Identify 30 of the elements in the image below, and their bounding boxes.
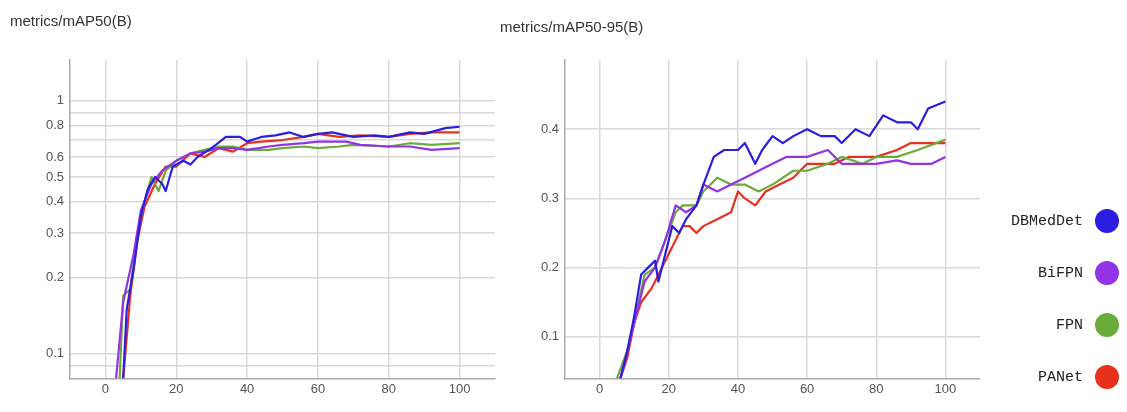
chart-title: metrics/mAP50-95(B) <box>500 18 644 35</box>
legend-label: DBMedDet <box>1010 212 1083 230</box>
y-tick-label: 1 <box>56 92 65 108</box>
y-tick-label: 0.3 <box>540 190 560 206</box>
y-tick-label: 0.3 <box>45 224 65 240</box>
y-tick-label: 0.4 <box>45 193 65 209</box>
y-tick-label: 0.8 <box>45 116 65 132</box>
x-tick-label: 40 <box>239 380 255 396</box>
y-tick-label: 0.4 <box>540 120 560 136</box>
y-tick-label: 0.5 <box>45 168 65 184</box>
legend-label: PANet <box>1037 368 1083 386</box>
y-tick-label: 0.2 <box>540 259 560 275</box>
y-tick-label: 0.1 <box>45 345 65 361</box>
x-tick-label: 20 <box>169 380 184 396</box>
x-tick-label: 80 <box>869 380 884 396</box>
y-tick-label: 0.6 <box>45 148 65 164</box>
x-tick-label: 80 <box>381 380 396 396</box>
x-tick-label: 100 <box>448 380 471 396</box>
x-tick-label: 40 <box>730 380 746 396</box>
x-tick-label: 60 <box>799 380 815 396</box>
x-tick-label: 100 <box>934 380 957 396</box>
chart-title: metrics/mAP50(B) <box>10 12 132 29</box>
x-tick-label: 60 <box>310 380 326 396</box>
legend-label: FPN <box>1055 316 1083 334</box>
y-tick-label: 0.1 <box>540 328 560 344</box>
x-tick-label: 0 <box>596 380 604 396</box>
y-tick-label: 0.2 <box>45 269 65 285</box>
legend-label: BiFPN <box>1037 264 1083 282</box>
x-tick-label: 20 <box>661 380 677 396</box>
x-tick-label: 0 <box>101 380 110 396</box>
